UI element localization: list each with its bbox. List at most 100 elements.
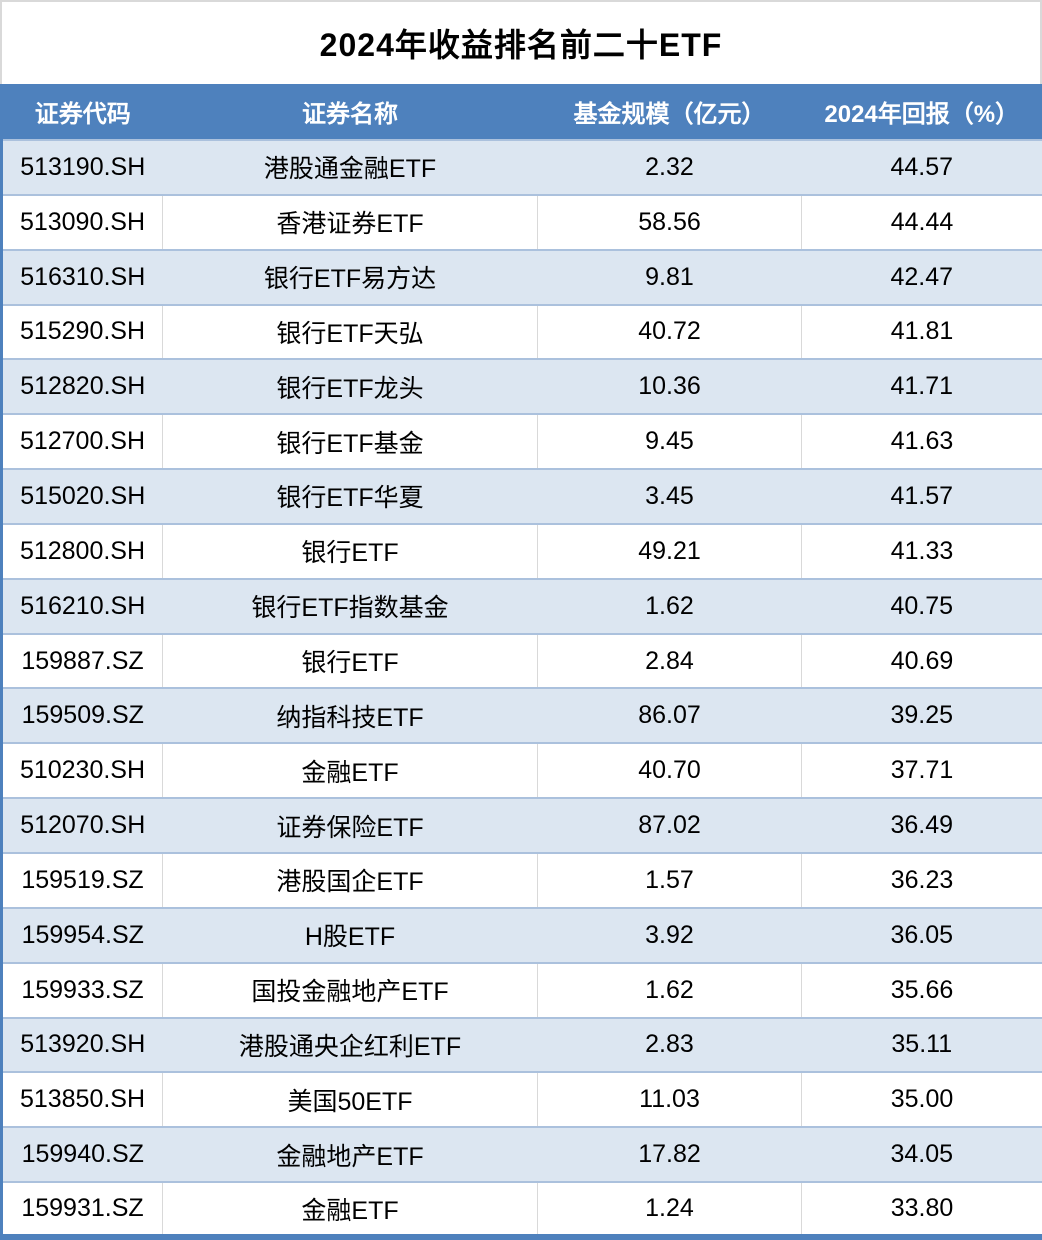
table-row: 512820.SH 银行ETF龙头 10.36 41.71 bbox=[1, 358, 1042, 415]
table-row: 159887.SZ 银行ETF 2.84 40.69 bbox=[1, 632, 1042, 689]
table-row: 159509.SZ 纳指科技ETF 86.07 39.25 bbox=[1, 687, 1042, 744]
cell-fund-size: 58.56 bbox=[537, 193, 802, 250]
table-row: 513850.SH 美国50ETF 11.03 35.00 bbox=[1, 1071, 1042, 1128]
cell-fund-size: 86.07 bbox=[537, 687, 802, 744]
table-row: 159519.SZ 港股国企ETF 1.57 36.23 bbox=[1, 851, 1042, 908]
cell-fund-size: 40.72 bbox=[537, 303, 802, 360]
cell-return: 41.33 bbox=[801, 522, 1042, 579]
cell-fund-size: 2.84 bbox=[537, 632, 802, 689]
cell-security-code: 159940.SZ bbox=[1, 1126, 163, 1183]
cell-fund-size: 10.36 bbox=[537, 358, 802, 415]
cell-security-code: 516210.SH bbox=[1, 577, 163, 634]
cell-security-name: 银行ETF指数基金 bbox=[162, 577, 538, 634]
cell-return: 40.75 bbox=[801, 577, 1042, 634]
cell-security-name: 银行ETF基金 bbox=[162, 413, 538, 470]
cell-security-code: 159931.SZ bbox=[1, 1181, 163, 1237]
cell-security-name: 银行ETF bbox=[162, 522, 538, 579]
table-row: 512700.SH 银行ETF基金 9.45 41.63 bbox=[1, 413, 1042, 470]
cell-security-code: 515020.SH bbox=[1, 468, 163, 524]
table-row: 513920.SH 港股通央企红利ETF 2.83 35.11 bbox=[1, 1016, 1042, 1073]
cell-fund-size: 1.24 bbox=[537, 1181, 802, 1237]
cell-security-code: 516310.SH bbox=[1, 248, 163, 305]
column-header-code: 证券代码 bbox=[1, 84, 163, 140]
cell-return: 36.49 bbox=[801, 797, 1042, 853]
table-row: 513090.SH 香港证券ETF 58.56 44.44 bbox=[1, 193, 1042, 250]
cell-security-code: 159509.SZ bbox=[1, 687, 163, 744]
cell-security-code: 512800.SH bbox=[1, 522, 163, 579]
cell-security-name: 银行ETF天弘 bbox=[162, 303, 538, 360]
table-row: 516310.SH 银行ETF易方达 9.81 42.47 bbox=[1, 248, 1042, 305]
cell-security-name: 银行ETF华夏 bbox=[162, 468, 538, 524]
cell-fund-size: 2.83 bbox=[537, 1016, 802, 1073]
cell-security-name: 金融地产ETF bbox=[162, 1126, 538, 1183]
cell-fund-size: 1.62 bbox=[537, 577, 802, 634]
cell-security-code: 512820.SH bbox=[1, 358, 163, 415]
table-row: 159940.SZ 金融地产ETF 17.82 34.05 bbox=[1, 1126, 1042, 1183]
cell-fund-size: 3.92 bbox=[537, 906, 802, 963]
cell-fund-size: 40.70 bbox=[537, 742, 802, 799]
cell-return: 41.63 bbox=[801, 413, 1042, 470]
table-row: 512800.SH 银行ETF 49.21 41.33 bbox=[1, 522, 1042, 579]
cell-security-code: 513090.SH bbox=[1, 193, 163, 250]
cell-return: 36.05 bbox=[801, 906, 1042, 963]
table-row: 159931.SZ 金融ETF 1.24 33.80 bbox=[1, 1181, 1042, 1237]
cell-return: 35.11 bbox=[801, 1016, 1042, 1073]
cell-return: 44.57 bbox=[801, 139, 1042, 195]
cell-fund-size: 9.81 bbox=[537, 248, 802, 305]
cell-security-code: 513850.SH bbox=[1, 1071, 163, 1128]
page-title: 2024年收益排名前二十ETF bbox=[319, 27, 723, 63]
cell-security-code: 159519.SZ bbox=[1, 851, 163, 908]
cell-security-name: 金融ETF bbox=[162, 742, 538, 799]
cell-fund-size: 87.02 bbox=[537, 797, 802, 853]
table-row: 515020.SH 银行ETF华夏 3.45 41.57 bbox=[1, 468, 1042, 524]
table-body: 513190.SH 港股通金融ETF 2.32 44.57 513090.SH 香港证券E… bbox=[1, 139, 1042, 1237]
cell-security-name: 港股通央企红利ETF bbox=[162, 1016, 538, 1073]
cell-return: 35.00 bbox=[801, 1071, 1042, 1128]
cell-security-name: 银行ETF bbox=[162, 632, 538, 689]
cell-return: 42.47 bbox=[801, 248, 1042, 305]
table-header: 证券代码 证券名称 基金规模（亿元） 2024年回报（%） bbox=[1, 84, 1042, 140]
cell-return: 39.25 bbox=[801, 687, 1042, 744]
table-row: 159954.SZ H股ETF 3.92 36.05 bbox=[1, 906, 1042, 963]
cell-return: 36.23 bbox=[801, 851, 1042, 908]
cell-security-name: 银行ETF龙头 bbox=[162, 358, 538, 415]
cell-security-code: 512700.SH bbox=[1, 413, 163, 470]
table-row: 513190.SH 港股通金融ETF 2.32 44.57 bbox=[1, 139, 1042, 195]
column-header-name: 证券名称 bbox=[162, 84, 538, 140]
cell-return: 44.44 bbox=[801, 193, 1042, 250]
cell-security-name: 证券保险ETF bbox=[162, 797, 538, 853]
cell-security-name: 港股通金融ETF bbox=[162, 139, 538, 195]
cell-fund-size: 9.45 bbox=[537, 413, 802, 470]
cell-security-code: 510230.SH bbox=[1, 742, 163, 799]
cell-return: 37.71 bbox=[801, 742, 1042, 799]
cell-security-code: 159954.SZ bbox=[1, 906, 163, 963]
cell-fund-size: 17.82 bbox=[537, 1126, 802, 1183]
cell-security-name: 银行ETF易方达 bbox=[162, 248, 538, 305]
cell-return: 35.66 bbox=[801, 961, 1042, 1018]
table-row: 512070.SH 证券保险ETF 87.02 36.49 bbox=[1, 797, 1042, 853]
cell-return: 33.80 bbox=[801, 1181, 1042, 1237]
cell-fund-size: 1.62 bbox=[537, 961, 802, 1018]
cell-security-name: 港股国企ETF bbox=[162, 851, 538, 908]
cell-security-name: 美国50ETF bbox=[162, 1071, 538, 1128]
cell-security-code: 159933.SZ bbox=[1, 961, 163, 1018]
cell-return: 40.69 bbox=[801, 632, 1042, 689]
cell-return: 41.57 bbox=[801, 468, 1042, 524]
cell-security-code: 513190.SH bbox=[1, 139, 163, 195]
cell-security-name: 纳指科技ETF bbox=[162, 687, 538, 744]
cell-security-name: 国投金融地产ETF bbox=[162, 961, 538, 1018]
cell-security-name: 金融ETF bbox=[162, 1181, 538, 1237]
cell-return: 41.71 bbox=[801, 358, 1042, 415]
cell-return: 34.05 bbox=[801, 1126, 1042, 1183]
column-header-fund-size: 基金规模（亿元） bbox=[537, 84, 802, 140]
column-header-return: 2024年回报（%） bbox=[801, 84, 1042, 140]
table-row: 516210.SH 银行ETF指数基金 1.62 40.75 bbox=[1, 577, 1042, 634]
cell-fund-size: 49.21 bbox=[537, 522, 802, 579]
table-row: 510230.SH 金融ETF 40.70 37.71 bbox=[1, 742, 1042, 799]
etf-table: 证券代码 证券名称 基金规模（亿元） 2024年回报（%） 513190.SH 港… bbox=[0, 84, 1042, 1240]
cell-security-code: 159887.SZ bbox=[1, 632, 163, 689]
table-row: 159933.SZ 国投金融地产ETF 1.62 35.66 bbox=[1, 961, 1042, 1018]
table-title-bar: 2024年收益排名前二十ETF bbox=[0, 0, 1042, 84]
cell-security-code: 512070.SH bbox=[1, 797, 163, 853]
